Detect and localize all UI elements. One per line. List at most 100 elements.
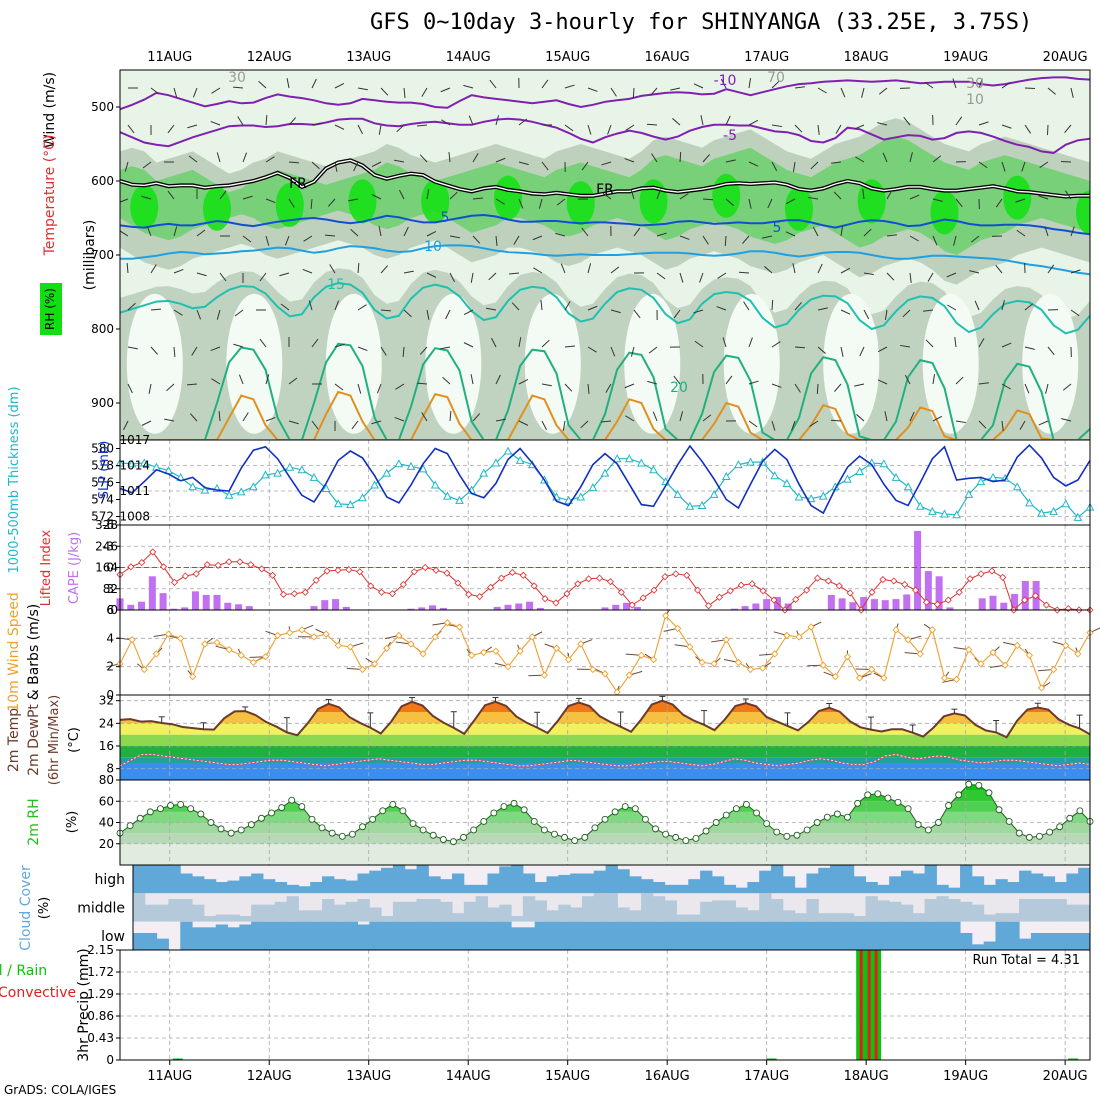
cape-tick-label: 82 — [103, 582, 118, 596]
cloud-cell — [251, 921, 264, 950]
wind-barb — [127, 124, 135, 134]
rh2m-band — [120, 843, 1090, 865]
cloud-cell — [203, 927, 217, 950]
wind-barb — [173, 268, 184, 274]
cloud-cell — [759, 921, 772, 950]
wind-barb — [764, 266, 773, 274]
wind10-point — [443, 619, 452, 627]
cloud-cell — [1042, 899, 1056, 922]
wind-barb — [259, 338, 267, 348]
lifted-index-point — [541, 595, 549, 603]
rh2m-point — [258, 814, 265, 822]
wind-barb — [378, 226, 382, 237]
wind-barb — [311, 78, 317, 89]
wind-barb — [748, 119, 759, 126]
rh2m-point — [156, 805, 164, 813]
lifted-index-point — [203, 561, 211, 569]
cloud-cell — [900, 921, 914, 950]
cloud-cell — [1030, 933, 1044, 950]
wind10-point — [855, 674, 864, 682]
wind-barb — [748, 380, 759, 385]
rh2m-band — [120, 822, 1090, 834]
wind-barb — [426, 309, 430, 320]
wind-barb — [884, 309, 888, 320]
cloud-cell — [711, 876, 725, 894]
lifted-index-point — [367, 582, 375, 590]
wind-barb — [541, 79, 549, 89]
cloud-cell — [168, 865, 181, 894]
wind-barb — [167, 124, 175, 134]
cape-bar — [914, 530, 922, 610]
y-tick-label: 0.86 — [87, 1009, 114, 1023]
wind-barb — [693, 309, 704, 314]
lifted-index-point — [552, 599, 560, 607]
wind10-point — [225, 646, 233, 654]
wind-barb — [442, 376, 451, 385]
cloud-cell — [806, 921, 819, 950]
rh2m-point — [803, 826, 811, 834]
cloud-cell — [865, 882, 878, 894]
wind-barb — [265, 416, 276, 422]
cloud-cell — [227, 880, 240, 894]
wind-barb — [350, 228, 359, 237]
lifted-index-point — [181, 572, 189, 580]
rh2m-point — [288, 796, 296, 804]
y-tick-label: 1.72 — [87, 965, 114, 979]
thickness-point — [346, 500, 355, 509]
wind-barb — [694, 340, 704, 348]
thickness-point — [139, 458, 149, 467]
rh2m-point — [934, 819, 942, 826]
precip-grid — [169, 950, 1066, 1060]
ylabel-millibars: (millibars) — [82, 220, 98, 291]
lifted-index-point — [824, 577, 832, 585]
wind-barb — [541, 339, 550, 348]
wind-barb — [380, 309, 392, 312]
cloud-cell — [924, 921, 937, 950]
contour-label: 30 — [966, 76, 984, 92]
lifted-index-point — [912, 586, 920, 594]
thickness-point — [382, 468, 392, 477]
wind-barb — [831, 161, 842, 164]
cape-bars — [116, 530, 1040, 610]
wind-barb — [234, 309, 244, 317]
cloud-cell — [133, 933, 146, 950]
cloud-cell — [499, 904, 512, 922]
wind10-point — [1013, 641, 1021, 650]
cloud-cell — [641, 879, 654, 894]
rh-dry-pocket — [425, 293, 482, 434]
cloud-cell — [960, 865, 973, 894]
wind10-point — [868, 665, 876, 674]
wind-barb — [311, 338, 319, 348]
rh2m-point — [379, 807, 387, 815]
rh2m-point — [167, 802, 174, 809]
rh2m-point — [955, 791, 963, 799]
wind-barb — [877, 346, 888, 353]
wind-barb — [357, 262, 360, 274]
wind-barb — [540, 300, 543, 311]
wind-barb — [216, 309, 221, 320]
cape-bar — [741, 606, 749, 610]
rh2m-point — [995, 806, 1003, 814]
wind-barb — [216, 152, 221, 163]
wind10-point — [674, 624, 682, 633]
wind10-markers — [116, 612, 1094, 696]
cape-tick-label: 0 — [110, 603, 118, 617]
wind-barb — [651, 153, 658, 163]
wind-barb — [196, 272, 207, 277]
temperature-contour — [120, 390, 1090, 440]
cloud-cell — [617, 869, 630, 894]
wind-barb — [1047, 346, 1055, 356]
lifted-index-point — [683, 571, 691, 579]
wind-barb — [587, 383, 590, 394]
cloud-cell — [830, 913, 843, 922]
cape-bar — [536, 607, 544, 610]
rh2m-point — [864, 791, 872, 799]
precip-tick-labels: 0 0.43 0.86 1.29 1.72 2.15 — [87, 943, 120, 1067]
wind-barb — [1070, 226, 1075, 237]
wind-barb — [1061, 418, 1072, 422]
cloud-cell — [345, 901, 358, 922]
wind10-point — [564, 655, 573, 664]
wind10-point — [552, 644, 561, 652]
cloud-cell — [995, 913, 1008, 922]
wind-barb — [810, 161, 819, 170]
